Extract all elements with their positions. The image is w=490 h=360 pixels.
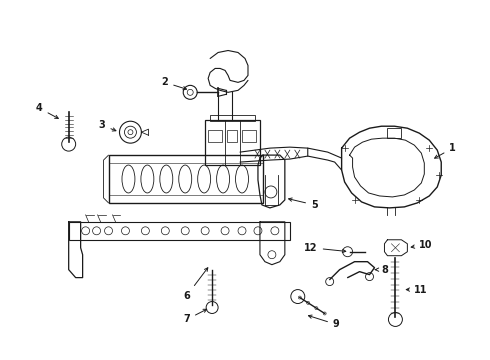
Bar bbox=[388, 128, 401, 138]
Text: 5: 5 bbox=[289, 198, 318, 210]
Bar bbox=[227, 130, 237, 142]
Text: 7: 7 bbox=[183, 309, 207, 324]
Text: 6: 6 bbox=[183, 268, 208, 301]
Text: 3: 3 bbox=[99, 120, 116, 131]
Text: 8: 8 bbox=[375, 265, 389, 275]
Bar bbox=[108, 155, 263, 203]
Bar bbox=[242, 130, 256, 142]
Bar bbox=[205, 120, 260, 165]
Text: 4: 4 bbox=[36, 103, 58, 118]
Text: 2: 2 bbox=[162, 77, 187, 90]
Bar bbox=[208, 130, 222, 142]
Text: 12: 12 bbox=[304, 243, 346, 253]
Text: 9: 9 bbox=[308, 315, 340, 329]
Text: 1: 1 bbox=[435, 143, 456, 158]
Text: 11: 11 bbox=[406, 284, 428, 294]
Bar bbox=[210, 115, 255, 121]
Text: 10: 10 bbox=[411, 240, 433, 250]
Bar bbox=[69, 222, 290, 240]
